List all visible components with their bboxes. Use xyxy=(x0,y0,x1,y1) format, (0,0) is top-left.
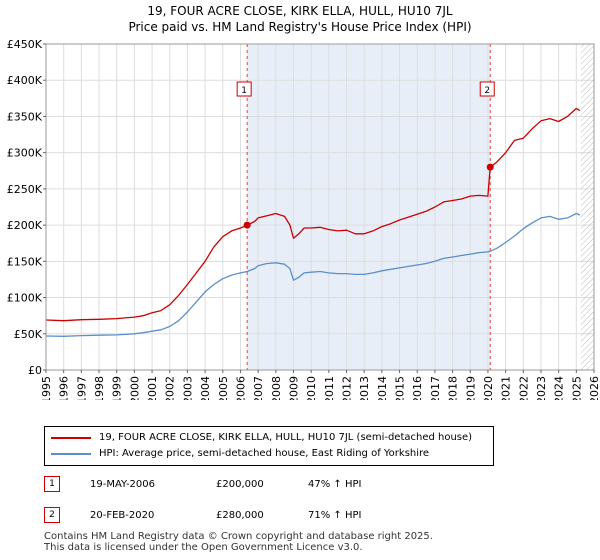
x-tick-label: 2015 xyxy=(394,376,407,400)
y-tick-label: £0 xyxy=(28,364,42,377)
y-tick-label: £300K xyxy=(7,147,43,160)
transaction-date-1: 19-MAY-2006 xyxy=(90,479,156,490)
transaction-badge-2: 2 xyxy=(44,507,60,523)
legend-label-hpi: HPI: Average price, semi-detached house,… xyxy=(99,448,430,459)
annotation-badge-1 xyxy=(236,81,252,97)
y-tick-label: £200K xyxy=(7,219,43,232)
x-tick-label: 2005 xyxy=(217,376,230,400)
x-tick-label: 2006 xyxy=(234,376,247,400)
y-tick-label: £350K xyxy=(7,110,43,123)
x-tick-label: 2012 xyxy=(341,376,354,400)
x-tick-label: 2023 xyxy=(535,376,548,400)
y-tick-label: £150K xyxy=(7,255,43,268)
x-tick-label: 2001 xyxy=(146,376,159,400)
annotation-badge-2 xyxy=(479,81,495,97)
legend-label-property: 19, FOUR ACRE CLOSE, KIRK ELLA, HULL, HU… xyxy=(99,432,473,443)
transaction-hpi-2: 71% ↑ HPI xyxy=(308,510,362,521)
legend-swatch-hpi xyxy=(51,453,91,455)
x-tick-label: 2007 xyxy=(252,376,265,400)
x-tick-label: 2000 xyxy=(128,376,141,400)
plot-frame xyxy=(45,43,595,371)
sale-point-2 xyxy=(486,163,494,171)
chart-title-line1: 19, FOUR ACRE CLOSE, KIRK ELLA, HULL, HU… xyxy=(147,4,453,18)
x-tick-label: 2025 xyxy=(570,376,583,400)
future-hatch-region xyxy=(580,44,594,370)
annotation-label-1: 1 xyxy=(241,86,247,96)
x-tick-label: 2024 xyxy=(553,376,566,400)
x-tick-label: 2021 xyxy=(500,376,513,400)
x-tick-label: 1997 xyxy=(75,376,88,400)
x-tick-label: 2020 xyxy=(482,376,495,400)
price-chart: £0 £50K £100K £150K £200K £250K £300K £350K £400… xyxy=(7,38,600,400)
x-tick-label: 2017 xyxy=(429,376,442,400)
series-line-property xyxy=(45,107,581,322)
legend: 19, FOUR ACRE CLOSE, KIRK ELLA, HULL, HU… xyxy=(44,426,494,466)
y-tick-label: £400K xyxy=(7,74,43,87)
x-tick-label: 2009 xyxy=(287,376,300,400)
x-tick-label: 2013 xyxy=(358,376,371,400)
x-tick-label: 2026 xyxy=(588,376,600,400)
x-tick-label: 2011 xyxy=(323,376,336,400)
y-tick-label: £50K xyxy=(14,328,43,341)
shaded-ownership-region xyxy=(247,44,491,370)
x-tick-label: 2022 xyxy=(517,376,530,400)
x-tick-label: 2004 xyxy=(199,376,212,400)
x-tick-label: 2003 xyxy=(181,376,194,400)
chart-title-line2: Price paid vs. HM Land Registry's House … xyxy=(128,20,472,34)
x-tick-label: 1999 xyxy=(111,376,124,400)
y-tick-label: £100K xyxy=(7,292,43,305)
transaction-date-2: 20-FEB-2020 xyxy=(90,510,155,521)
legend-swatch-property xyxy=(51,437,91,439)
footer-license: This data is licensed under the Open Gov… xyxy=(44,542,363,553)
x-tick-label: 1996 xyxy=(58,376,71,400)
y-tick-label: £250K xyxy=(7,183,43,196)
footer-copyright: Contains HM Land Registry data © Crown c… xyxy=(44,531,433,542)
x-tick-label: 1995 xyxy=(40,376,53,400)
transaction-price-2: £280,000 xyxy=(216,510,264,521)
x-tick-label: 1998 xyxy=(93,376,106,400)
transaction-price-1: £200,000 xyxy=(216,479,264,490)
y-tick-label: £450K xyxy=(7,38,43,51)
x-tick-label: 2014 xyxy=(376,376,389,400)
series-line-hpi xyxy=(45,212,581,337)
x-tick-label: 2008 xyxy=(270,376,283,400)
x-tick-label: 2002 xyxy=(164,376,177,400)
x-tick-label: 2018 xyxy=(447,376,460,400)
x-tick-label: 2016 xyxy=(411,376,424,400)
annotation-label-2: 2 xyxy=(484,86,490,96)
sale-point-1 xyxy=(243,221,251,229)
x-tick-label: 2019 xyxy=(464,376,477,400)
transaction-hpi-1: 47% ↑ HPI xyxy=(308,479,362,490)
transaction-badge-1: 1 xyxy=(44,476,60,492)
x-tick-label: 2010 xyxy=(305,376,318,400)
